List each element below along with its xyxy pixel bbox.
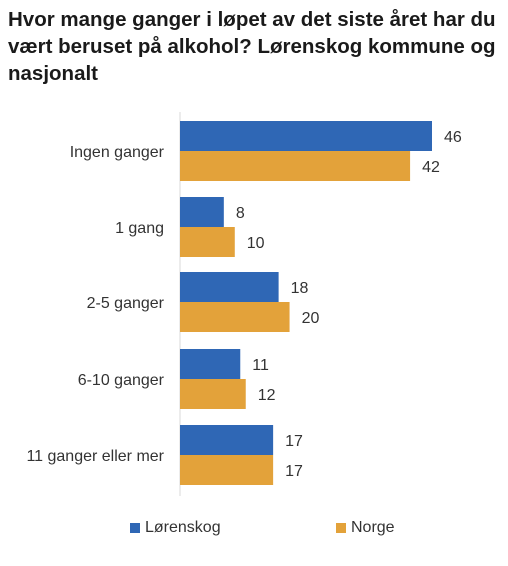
legend-label: Lørenskog — [145, 519, 221, 536]
value-label: 46 — [444, 129, 462, 146]
value-label: 17 — [285, 463, 303, 480]
value-label: 8 — [236, 205, 245, 222]
bar-norge — [180, 151, 411, 181]
legend-item: Lørenskog — [130, 519, 221, 537]
bar-l-renskog — [180, 425, 274, 455]
value-label: 42 — [422, 159, 440, 176]
legend-item: Norge — [336, 519, 395, 537]
category-label: 1 gang — [115, 220, 164, 237]
value-label: 10 — [247, 235, 265, 252]
value-label: 11 — [252, 357, 269, 374]
bar-l-renskog — [180, 272, 279, 302]
value-label: 12 — [258, 387, 276, 404]
category-label: 6-10 ganger — [78, 372, 165, 389]
bar-norge — [180, 455, 274, 485]
value-label: 17 — [285, 433, 303, 450]
chart-legend: Lørenskog Norge — [0, 519, 508, 543]
bar-l-renskog — [180, 121, 432, 151]
bar-norge — [180, 227, 235, 257]
value-label: 18 — [291, 280, 309, 297]
value-label: 20 — [302, 310, 320, 327]
category-label: 2-5 ganger — [87, 295, 165, 312]
legend-swatch — [130, 523, 140, 533]
category-label: Ingen ganger — [70, 144, 165, 161]
bar-norge — [180, 379, 246, 409]
bar-norge — [180, 302, 290, 332]
category-label: 11 ganger eller mer — [26, 448, 164, 465]
bar-l-renskog — [180, 197, 224, 227]
bar-l-renskog — [180, 349, 241, 379]
legend-label: Norge — [351, 519, 395, 536]
legend-swatch — [336, 523, 346, 533]
chart-title: Hvor mange ganger i løpet av det siste å… — [8, 8, 496, 85]
